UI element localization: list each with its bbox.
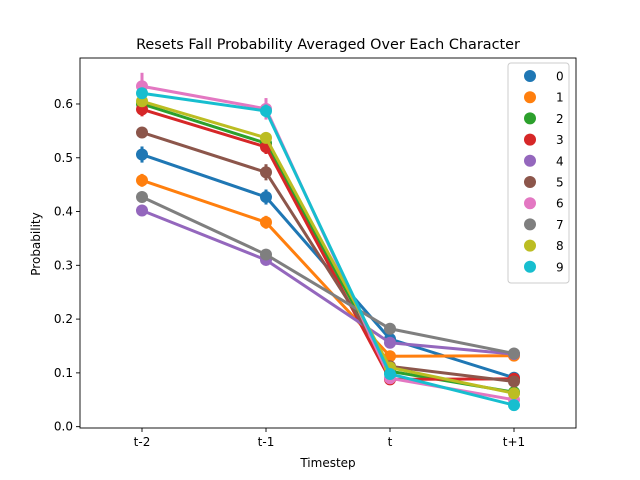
legend-marker bbox=[524, 260, 536, 273]
y-axis-label: Probability bbox=[29, 212, 43, 275]
data-point bbox=[508, 347, 520, 360]
series-line bbox=[141, 178, 515, 358]
data-point bbox=[136, 87, 148, 100]
series-line bbox=[141, 209, 515, 356]
data-point bbox=[260, 131, 272, 144]
data-point bbox=[508, 375, 520, 388]
legend-box bbox=[507, 62, 570, 284]
y-tick-label: 0.3 bbox=[54, 258, 73, 272]
data-point bbox=[136, 126, 148, 139]
y-axis: 0.0 0.1 0.2 0.3 0.4 0.5 0.6 bbox=[54, 97, 80, 434]
x-tick-label: t bbox=[388, 435, 393, 449]
legend: 0 1 2 3 4 5 6 7 8 9 bbox=[507, 62, 570, 284]
chart-title: Resets Fall Probability Averaged Over Ea… bbox=[136, 37, 520, 53]
data-point bbox=[260, 191, 272, 204]
x-tick-label: t-1 bbox=[258, 435, 275, 449]
legend-marker bbox=[524, 176, 536, 188]
y-tick-label: 0.4 bbox=[54, 205, 73, 219]
data-point bbox=[384, 336, 396, 349]
legend-marker bbox=[524, 91, 536, 104]
legend-marker bbox=[524, 112, 536, 125]
legend-label: 9 bbox=[556, 260, 564, 274]
data-point bbox=[260, 166, 272, 179]
series-line bbox=[141, 91, 515, 407]
legend-label: 2 bbox=[556, 112, 564, 126]
data-point bbox=[260, 248, 272, 261]
data-point bbox=[136, 148, 148, 161]
y-tick-label: 0.2 bbox=[54, 312, 73, 326]
data-point bbox=[260, 216, 272, 229]
x-axis-label: Timestep bbox=[299, 456, 355, 470]
y-tick-label: 0.6 bbox=[54, 97, 73, 111]
series-line bbox=[141, 195, 515, 355]
x-axis: t-2 t-1 t t+1 bbox=[134, 428, 525, 449]
x-tick-label: t-2 bbox=[134, 435, 151, 449]
legend-marker bbox=[524, 133, 536, 146]
data-point bbox=[384, 367, 396, 380]
series-line bbox=[141, 99, 515, 395]
series-7 bbox=[136, 191, 520, 360]
legend-label: 7 bbox=[556, 218, 564, 232]
legend-marker bbox=[524, 239, 536, 252]
data-point bbox=[508, 399, 520, 412]
data-point bbox=[136, 174, 148, 187]
x-tick-label: t+1 bbox=[503, 435, 525, 449]
legend-label: 4 bbox=[556, 154, 564, 168]
data-point bbox=[136, 204, 148, 217]
legend-marker bbox=[524, 218, 536, 231]
data-point bbox=[260, 104, 272, 117]
legend-label: 6 bbox=[556, 197, 564, 211]
y-tick-label: 0.0 bbox=[54, 420, 73, 434]
legend-marker bbox=[524, 70, 536, 82]
series-line bbox=[141, 131, 515, 383]
legend-marker bbox=[524, 154, 536, 167]
legend-label: 5 bbox=[556, 176, 564, 190]
plot-series bbox=[136, 72, 520, 412]
data-point bbox=[508, 387, 520, 400]
series-9 bbox=[136, 87, 520, 412]
plot-frame bbox=[79, 57, 577, 429]
legend-label: 8 bbox=[556, 239, 564, 253]
legend-label: 1 bbox=[556, 91, 564, 105]
legend-marker bbox=[524, 197, 536, 210]
data-point bbox=[136, 191, 148, 204]
data-point bbox=[384, 322, 396, 335]
legend-label: 3 bbox=[556, 133, 564, 147]
y-tick-label: 0.5 bbox=[54, 151, 73, 165]
y-tick-label: 0.1 bbox=[54, 366, 73, 380]
legend-label: 0 bbox=[556, 70, 564, 84]
